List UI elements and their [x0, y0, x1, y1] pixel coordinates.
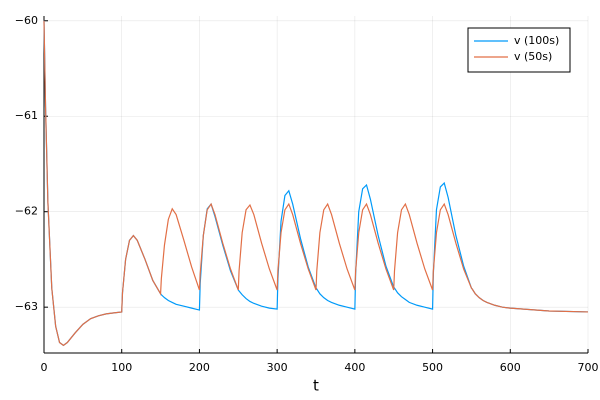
legend-box	[467, 27, 571, 73]
y-tick-label: −63	[15, 300, 38, 313]
y-tick-label: −62	[15, 205, 38, 218]
line-series	[43, 20, 589, 347]
legend-label: v (50s)	[514, 50, 552, 63]
x-tick-label: 300	[267, 361, 288, 374]
x-tick-label: 600	[500, 361, 521, 374]
x-tick-label: 100	[111, 361, 132, 374]
x-tick-label: 500	[422, 361, 443, 374]
x-tick-label: 400	[344, 361, 365, 374]
x-axis-label: t	[313, 377, 319, 395]
y-tick-label: −60	[15, 14, 38, 27]
y-tick-label: −61	[15, 109, 38, 122]
x-tick-label: 200	[189, 361, 210, 374]
x-tick-label: 0	[41, 361, 48, 374]
legend-label: v (100s)	[514, 34, 559, 47]
legend: v (100s) v (50s)	[467, 27, 571, 73]
x-tick-label: 700	[578, 361, 599, 374]
